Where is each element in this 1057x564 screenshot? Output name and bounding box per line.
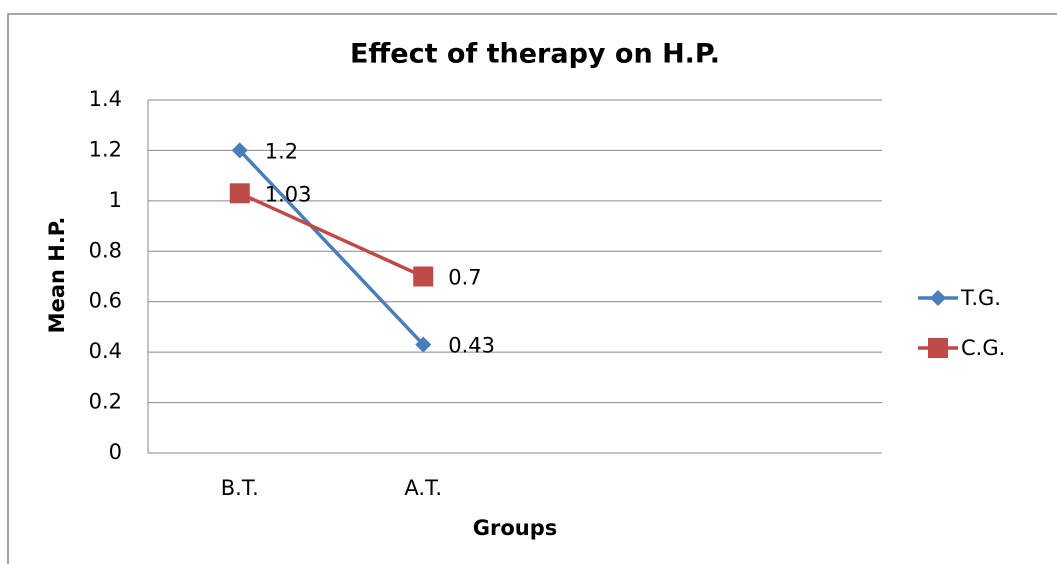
series-line: [239, 191, 424, 279]
y-tick-label: 0.8: [89, 238, 122, 262]
y-tick-label: 1.4: [89, 87, 122, 111]
legend-label: C.G.: [961, 336, 1005, 360]
y-tick-label: 1.2: [89, 137, 122, 161]
y-tick-label: 0: [109, 440, 122, 464]
data-point: [231, 142, 248, 159]
y-tick-label: 0.6: [89, 289, 122, 313]
data-label: 0.7: [448, 266, 481, 290]
legend-label: T.G.: [960, 286, 1001, 310]
data-point: [229, 183, 250, 204]
y-tick-label: 1: [109, 188, 122, 212]
x-tick-label: A.T.: [404, 476, 442, 500]
x-tick-label: B.T.: [221, 476, 259, 500]
series-line: [238, 149, 425, 346]
x-axis-title: Groups: [473, 516, 558, 540]
chart-title: Effect of therapy on H.P.: [350, 39, 720, 70]
legend-marker: [928, 338, 948, 358]
data-point: [413, 266, 434, 287]
legend-marker: [930, 290, 946, 306]
y-tick-label: 0.2: [89, 390, 122, 414]
data-label: 1.03: [265, 182, 312, 206]
y-axis-title: Mean H.P.: [45, 217, 69, 334]
data-label: 0.43: [448, 334, 495, 358]
chart-frame: [7, 13, 1057, 564]
data-label: 1.2: [265, 139, 298, 163]
y-tick-label: 0.4: [89, 339, 122, 363]
data-point: [415, 336, 432, 353]
